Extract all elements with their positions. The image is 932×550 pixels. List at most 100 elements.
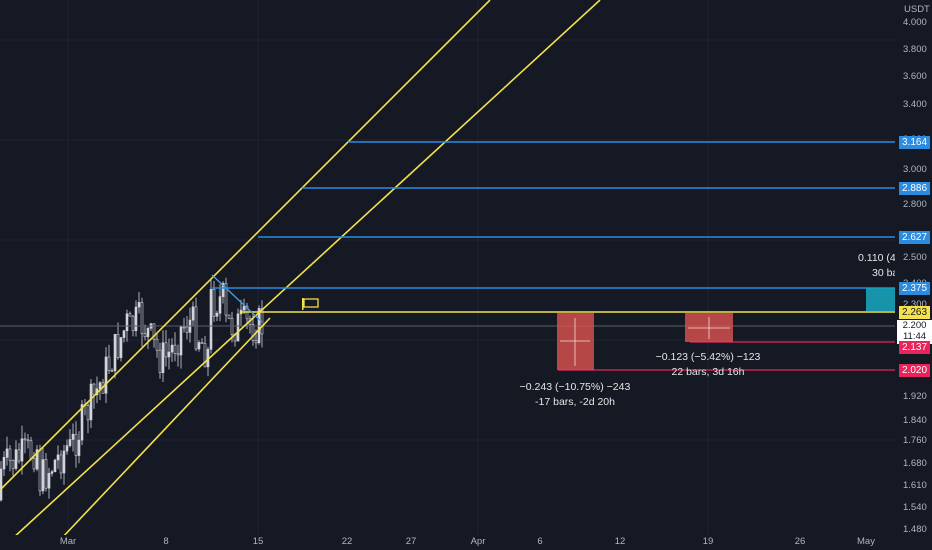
- candle-body: [251, 324, 255, 341]
- candle-body: [161, 342, 165, 373]
- candle-body: [203, 342, 207, 368]
- candle-body: [26, 439, 30, 442]
- candle-body: [2, 457, 6, 470]
- candle-body: [32, 457, 36, 470]
- candle-body: [131, 315, 135, 331]
- candle-body: [164, 342, 168, 358]
- stop-tag-2: 2.020: [899, 364, 931, 377]
- price-tick-label: 3.000: [903, 164, 927, 175]
- candle-body: [215, 312, 219, 317]
- candle-body: [65, 445, 69, 452]
- candle-body: [110, 370, 114, 372]
- candle-body: [35, 449, 39, 470]
- candle-body: [68, 439, 72, 446]
- time-tick-label: Apr: [470, 536, 486, 547]
- price-tick-label: 1.610: [903, 480, 927, 491]
- measure-1-bars: -17 bars, -2d 20h: [535, 396, 615, 408]
- price-tick-label: 2.800: [903, 199, 927, 210]
- candle-body: [17, 449, 21, 462]
- price-tick-label: 1.760: [903, 435, 927, 446]
- last-price-tag: 2.200 11:44: [897, 320, 932, 344]
- candle-body: [218, 296, 222, 314]
- candle-body: [185, 326, 189, 333]
- candle-body: [158, 349, 162, 373]
- candle-body: [53, 459, 57, 473]
- channel-middle-line: [0, 0, 601, 550]
- candle-body: [74, 433, 78, 456]
- measure-1-change: −0.243 (−10.75%) −243: [519, 381, 631, 393]
- currency-label: USDT: [904, 4, 930, 15]
- candle-body: [38, 449, 42, 492]
- measure-3-label: 0.110 (4 30 ba: [858, 252, 895, 279]
- candle-body: [104, 356, 108, 394]
- candle-body: [98, 382, 102, 390]
- measure-box-3: [866, 288, 895, 311]
- last-price-value: 2.200: [902, 320, 927, 331]
- measure-box-1: [557, 313, 594, 370]
- candle-body: [8, 448, 12, 461]
- candle-body: [182, 326, 186, 329]
- candle-body: [89, 383, 93, 421]
- candle-body: [134, 306, 138, 331]
- candle-body: [155, 338, 159, 351]
- measure-2-label: −0.123 (−5.42%) −123 22 bars, 3d 16h: [643, 351, 773, 378]
- time-tick-label: 6: [537, 536, 543, 547]
- candlestick-series: [0, 277, 264, 502]
- candle-body: [242, 305, 246, 311]
- time-tick-label: 8: [163, 536, 169, 547]
- candle-body: [107, 356, 111, 371]
- time-tick-label: 22: [341, 536, 353, 547]
- candle-body: [14, 449, 18, 469]
- candle-body: [71, 433, 75, 440]
- grid: [0, 0, 895, 535]
- level-tag-3: 2.627: [899, 231, 931, 244]
- measure-3-bars: 30 ba: [872, 267, 895, 279]
- measure-2-bars: 22 bars, 3d 16h: [671, 366, 745, 378]
- candle-body: [146, 327, 150, 338]
- candle-body: [125, 313, 129, 332]
- level-tag-4: 2.375: [899, 282, 931, 295]
- candle-body: [209, 289, 213, 350]
- candle-body: [254, 340, 258, 344]
- candle-body: [176, 353, 180, 356]
- measure-2-change: −0.123 (−5.42%) −123: [655, 351, 761, 363]
- candle-body: [227, 314, 231, 319]
- candle-body: [92, 383, 96, 396]
- candle-body: [20, 438, 24, 462]
- descending-trendline: [211, 274, 263, 323]
- candle-body: [143, 333, 147, 338]
- candle-body: [56, 454, 60, 461]
- price-tick-label: 4.000: [903, 17, 927, 28]
- candle-body: [44, 459, 48, 489]
- level-tag-1: 3.164: [899, 136, 931, 149]
- candle-countdown: 11:44: [902, 331, 927, 342]
- candle-body: [197, 342, 201, 350]
- candle-body: [77, 439, 81, 456]
- flag-icon: [302, 298, 319, 310]
- candle-body: [62, 450, 66, 474]
- candle-body: [194, 306, 198, 350]
- stop-tag-1: 2.137: [899, 341, 931, 354]
- candle-body: [191, 306, 195, 321]
- candle-body: [122, 330, 126, 338]
- price-tick-label: 1.920: [903, 391, 927, 402]
- candle-body: [29, 440, 33, 459]
- candle-body: [116, 333, 120, 358]
- candle-body: [224, 283, 228, 316]
- price-tick-label: 3.600: [903, 71, 927, 82]
- candle-body: [179, 326, 183, 356]
- time-tick-label: 12: [614, 536, 626, 547]
- level-tag-2: 2.886: [899, 182, 931, 195]
- price-tick-label: 2.300: [903, 299, 927, 310]
- measure-3-change: 0.110 (4: [858, 252, 895, 264]
- channel-upper-line: [0, 0, 491, 491]
- candle-body: [113, 333, 117, 372]
- channel-lower-line: [59, 317, 271, 541]
- price-tick-label: 2.500: [903, 252, 927, 263]
- candle-body: [128, 313, 132, 317]
- candle-body: [50, 471, 54, 474]
- candle-body: [41, 459, 45, 492]
- candle-body: [212, 289, 216, 317]
